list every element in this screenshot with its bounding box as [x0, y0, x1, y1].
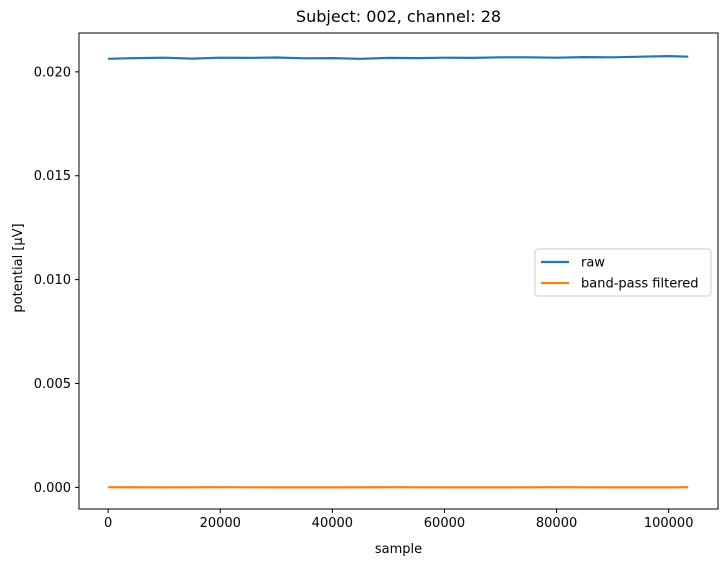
x-axis-label: sample: [375, 542, 422, 557]
x-tick-label-2: 40000: [312, 516, 353, 531]
y-tick-label-0: 0.000: [34, 481, 71, 496]
legend-box: [534, 248, 712, 297]
series-line-0: [108, 54, 689, 60]
legend-label-0: raw: [581, 256, 605, 271]
y-tick-label-3: 0.015: [34, 169, 71, 184]
chart-title: Subject: 002, channel: 28: [296, 7, 501, 26]
y-tick-label-2: 0.010: [34, 273, 71, 288]
x-tick-label-4: 80000: [536, 516, 577, 531]
x-tick-label-3: 60000: [424, 516, 465, 531]
x-tick-label-1: 20000: [200, 516, 241, 531]
y-tick-label-1: 0.005: [34, 377, 71, 392]
x-tick-label-0: 0: [104, 516, 112, 531]
x-tick-label-5: 100000: [644, 516, 694, 531]
y-tick-label-4: 0.020: [34, 65, 71, 80]
legend: raw band-pass filtered: [534, 248, 712, 297]
plot-frame: [78, 32, 719, 510]
y-axis-label: potential [µV]: [11, 223, 26, 312]
legend-label-1: band-pass filtered: [581, 277, 699, 292]
